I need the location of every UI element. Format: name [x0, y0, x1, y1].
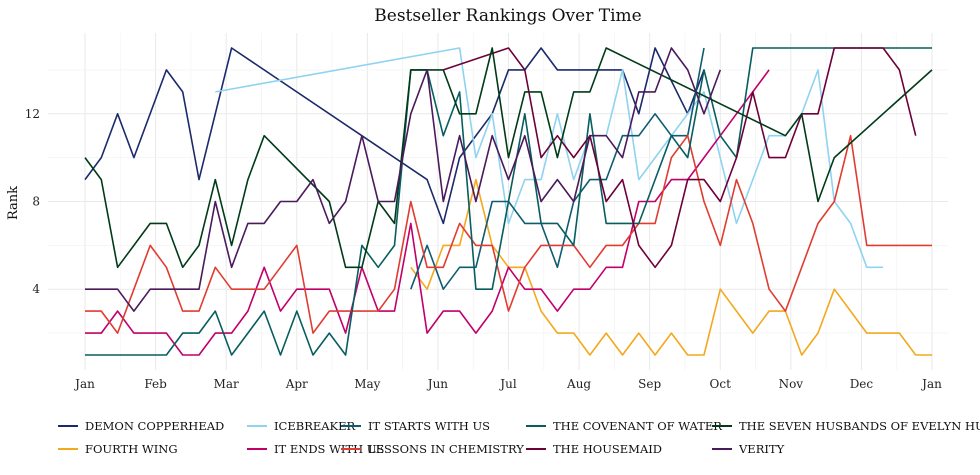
legend-label: IT STARTS WITH US — [368, 419, 490, 433]
y-tick-label: 8 — [32, 195, 40, 209]
x-tick-label: Dec — [850, 377, 874, 391]
series-line-the-covenant-of-water — [85, 47, 932, 356]
legend-label: THE HOUSEMAID — [553, 442, 662, 456]
y-axis-ticks: 4 8 12 — [25, 107, 41, 296]
series-line-it-ends-with-us — [85, 69, 770, 356]
legend-label: FOURTH WING — [85, 442, 178, 456]
series-lines — [84, 47, 933, 356]
y-tick-label: 12 — [25, 107, 40, 121]
legend-label: ICEBREAKER — [274, 419, 356, 433]
x-tick-label: Jan — [920, 377, 942, 391]
legend-item: THE COVENANT OF WATER — [526, 419, 722, 433]
x-tick-label: Jun — [426, 377, 449, 391]
series-line-icebreaker — [215, 47, 884, 269]
legend-label: DEMON COPPERHEAD — [85, 419, 224, 433]
x-tick-label: Apr — [285, 377, 308, 391]
x-tick-label: Mar — [214, 377, 239, 391]
series-line-demon-copperhead — [84, 47, 705, 225]
legend-item: VERITY — [712, 442, 785, 456]
legend-item: THE HOUSEMAID — [526, 442, 662, 456]
series-line-lessons-in-chemistry — [85, 134, 932, 334]
chart-title: Bestseller Rankings Over Time — [374, 6, 641, 26]
series-line-it-starts-with-us — [410, 47, 705, 290]
x-axis-ticks: Jan Feb Mar Apr May Jun Jul Aug Sep Oct Nov Dec Jan — [73, 377, 942, 391]
legend-label: VERITY — [738, 442, 785, 456]
legend-item: IT ENDS WITH US — [247, 442, 384, 456]
legend-item: IT STARTS WITH US — [341, 419, 490, 433]
legend-label: LESSONS IN CHEMISTRY — [368, 442, 524, 456]
x-tick-label: Feb — [144, 377, 167, 391]
series-line-fourth-wing — [410, 178, 932, 356]
x-tick-label: May — [354, 377, 380, 391]
y-axis-title: Rank — [6, 186, 21, 220]
legend: DEMON COPPERHEAD FOURTH WING ICEBREAKER IT … — [58, 419, 980, 456]
x-tick-label: Jan — [73, 377, 95, 391]
legend-label: IT ENDS WITH US — [274, 442, 384, 456]
legend-item: ICEBREAKER — [247, 419, 356, 433]
legend-label: THE SEVEN HUSBANDS OF EVELYN HUGO — [739, 419, 980, 433]
x-tick-label: Nov — [779, 377, 804, 391]
series-line-the-seven-husbands-of-evelyn-hugo — [84, 47, 933, 269]
legend-label: THE COVENANT OF WATER — [553, 419, 722, 433]
legend-item: DEMON COPPERHEAD — [58, 419, 224, 433]
legend-item: LESSONS IN CHEMISTRY — [341, 442, 524, 456]
legend-item: THE SEVEN HUSBANDS OF EVELYN HUGO — [712, 419, 980, 433]
x-tick-label: Oct — [710, 377, 732, 391]
series-line-verity — [85, 47, 722, 312]
x-tick-label: Jul — [498, 377, 517, 391]
x-tick-label: Aug — [566, 377, 591, 391]
series-line-the-housemaid — [443, 47, 917, 269]
y-tick-label: 4 — [32, 282, 40, 296]
x-tick-label: Sep — [638, 377, 661, 391]
legend-item: FOURTH WING — [58, 442, 178, 456]
